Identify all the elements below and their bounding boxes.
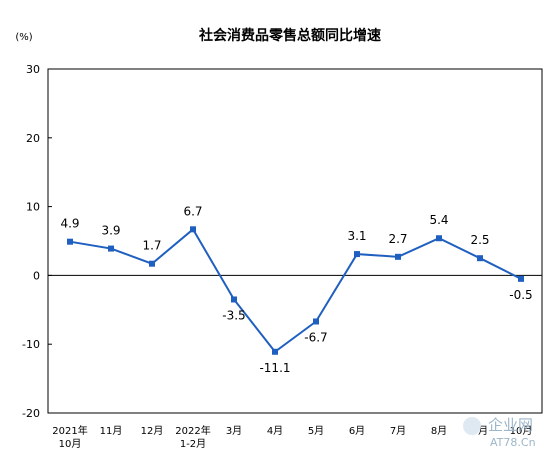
data-label: -0.5 bbox=[509, 288, 532, 302]
y-tick-label: 20 bbox=[26, 132, 40, 145]
data-label: 3.9 bbox=[101, 224, 120, 238]
data-point bbox=[272, 348, 278, 355]
data-label: 4.9 bbox=[60, 217, 79, 231]
data-label: -3.5 bbox=[222, 308, 245, 322]
x-tick-label: 12月 bbox=[141, 425, 164, 437]
x-tick-label: 5月 bbox=[308, 425, 324, 437]
series-line bbox=[69, 227, 522, 354]
chart-title: 社会消费品零售总额同比增速 bbox=[198, 27, 381, 44]
data-label: 6.7 bbox=[183, 204, 202, 218]
watermark-subtext: AT78.Cn bbox=[490, 436, 536, 449]
x-tick-label: 10月 bbox=[510, 425, 533, 437]
data-point bbox=[149, 260, 155, 267]
y-tick-label: 0 bbox=[33, 269, 40, 282]
data-label: -6.7 bbox=[304, 330, 327, 344]
data-label: -11.1 bbox=[259, 361, 290, 375]
x-tick-label: 2022年 1-2月 bbox=[175, 424, 210, 450]
watermark: 企业网 AT78.Cn bbox=[463, 416, 536, 449]
data-label: 3.1 bbox=[347, 229, 366, 243]
data-point bbox=[395, 253, 401, 260]
data-point bbox=[436, 235, 442, 242]
data-point bbox=[518, 275, 524, 282]
x-tick-label: 4月 bbox=[267, 425, 283, 437]
x-tick-label: 11月 bbox=[100, 425, 123, 437]
data-point bbox=[477, 255, 483, 262]
x-tick-label: 2021年 10月 bbox=[52, 424, 87, 450]
y-tick-label: -20 bbox=[22, 407, 40, 420]
data-point bbox=[108, 245, 114, 252]
data-point bbox=[67, 238, 73, 245]
x-tick-label: 8月 bbox=[431, 425, 447, 437]
data-point bbox=[231, 296, 237, 303]
x-tick-label: 3月 bbox=[226, 425, 242, 437]
y-axis: -20 -10 0 10 20 30 bbox=[22, 63, 52, 420]
x-tick-label: 6月 bbox=[349, 425, 365, 437]
data-label: 2.7 bbox=[388, 232, 407, 246]
y-tick-label: 30 bbox=[26, 63, 40, 76]
data-markers bbox=[67, 226, 524, 355]
data-point bbox=[190, 226, 196, 233]
data-label: 5.4 bbox=[429, 213, 448, 227]
y-tick-label: 10 bbox=[26, 201, 40, 214]
watermark-logo-icon bbox=[463, 417, 481, 435]
data-label: 2.5 bbox=[470, 233, 489, 247]
y-tick-label: -10 bbox=[22, 338, 40, 351]
data-point bbox=[354, 251, 360, 258]
x-tick-label: 7月 bbox=[390, 425, 406, 437]
data-label: 1.7 bbox=[142, 239, 161, 253]
y-axis-unit: (%) bbox=[15, 32, 32, 43]
watermark-text: 企业网 bbox=[488, 416, 533, 434]
data-point bbox=[313, 318, 319, 325]
plot-frame bbox=[47, 68, 543, 414]
data-labels: 4.9 3.9 1.7 6.7 -3.5 -11.1 -6.7 3.1 2.7 5.4 2.5 -0.… bbox=[60, 204, 532, 374]
